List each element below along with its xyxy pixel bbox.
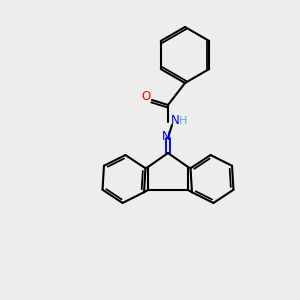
Text: O: O (141, 91, 151, 103)
Text: N: N (171, 115, 179, 128)
Text: N: N (162, 130, 170, 142)
Text: H: H (179, 116, 187, 126)
